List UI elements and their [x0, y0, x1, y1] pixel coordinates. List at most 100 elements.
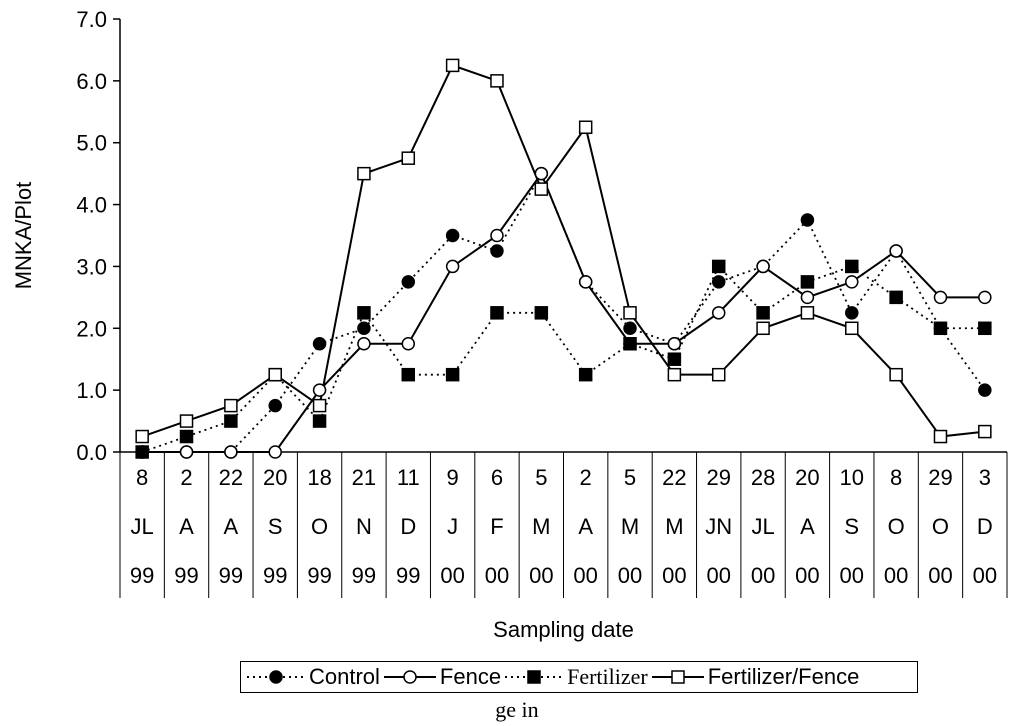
- data-point-fertilizer: [490, 306, 504, 320]
- data-point-control: [490, 244, 504, 258]
- caption: ge in: [495, 697, 539, 722]
- x-tick-label: 99: [307, 563, 331, 588]
- data-point-fertilizer: [179, 429, 194, 444]
- data-point-fertilizer: [756, 306, 770, 320]
- data-point-fence: [756, 259, 770, 274]
- x-tick-label: O: [311, 514, 328, 539]
- data-point-fertilizer: [312, 414, 327, 428]
- y-tick-label: 6.0: [76, 69, 107, 94]
- x-tick-label: A: [179, 514, 194, 539]
- y-tick-label: 2.0: [76, 316, 107, 341]
- data-point-fence: [179, 445, 194, 459]
- legend-swatch-fertilizer: [505, 670, 564, 684]
- data-point-fence: [224, 445, 238, 459]
- series-line-fertilizer-fence: [141, 64, 985, 438]
- legend-item-control: Control: [245, 664, 382, 690]
- x-tick-label: 20: [795, 465, 819, 490]
- x-tick-label: 22: [219, 465, 243, 490]
- x-tick-label: 9: [447, 465, 459, 490]
- data-point-fertilizer-fence: [756, 321, 770, 336]
- data-point-fertilizer: [224, 414, 238, 428]
- legend-item-fertilizer: Fertilizer: [503, 664, 650, 690]
- x-tick-label: O: [932, 514, 949, 539]
- data-point-fence: [667, 337, 682, 351]
- x-tick-label: 21: [352, 465, 376, 490]
- x-tick-label: 00: [706, 563, 730, 588]
- data-point-fertilizer-fence: [357, 166, 371, 181]
- x-tick-label: M: [665, 514, 683, 539]
- data-point-fertilizer-fence: [845, 321, 859, 336]
- x-tick-label: 99: [352, 563, 376, 588]
- y-axis-title: MNKA/Plot: [11, 182, 36, 290]
- x-tick-label: 18: [307, 465, 331, 490]
- x-tick-label: 28: [751, 465, 775, 490]
- x-tick-label: 00: [485, 563, 509, 588]
- data-point-fertilizer: [667, 352, 682, 366]
- legend-swatch-fence: [383, 670, 436, 684]
- data-point-fertilizer: [800, 275, 815, 289]
- data-point-control: [268, 398, 282, 413]
- data-point-fertilizer: [401, 367, 416, 382]
- x-tick-label: S: [268, 514, 283, 539]
- y-tick-label: 5.0: [76, 131, 107, 156]
- data-point-fence: [889, 244, 903, 258]
- x-tick-label: 29: [928, 465, 952, 490]
- x-tick-label: 20: [263, 465, 287, 490]
- x-tick-label: 99: [130, 563, 154, 588]
- data-point-fertilizer: [578, 367, 593, 382]
- legend-label-fertilizer-fence: Fertilizer/Fence: [707, 664, 860, 689]
- x-tick-label: 10: [840, 465, 864, 490]
- data-point-control: [401, 275, 416, 289]
- data-point-fertilizer: [711, 259, 726, 274]
- legend-swatch-fertilizer-fence: [651, 670, 704, 684]
- data-point-fence: [445, 259, 460, 274]
- data-point-fence: [268, 445, 282, 459]
- x-tick-label: S: [844, 514, 859, 539]
- y-tick-label: 3.0: [76, 254, 107, 279]
- data-point-fertilizer-fence: [534, 182, 549, 196]
- data-point-fence: [401, 337, 416, 351]
- data-point-fence: [357, 337, 371, 351]
- x-tick-label: 00: [662, 563, 686, 588]
- data-point-fertilizer: [623, 337, 637, 351]
- data-point-fertilizer: [845, 259, 859, 274]
- data-point-fertilizer: [933, 321, 948, 336]
- x-axis-title: Sampling date: [493, 617, 634, 642]
- legend-label-fence: Fence: [439, 664, 502, 689]
- data-point-fertilizer-fence: [800, 306, 815, 320]
- x-tick-label: 00: [840, 563, 864, 588]
- data-point-fence: [800, 290, 815, 305]
- x-tick-label: A: [800, 514, 815, 539]
- data-point-fence: [845, 275, 859, 289]
- x-tick-label: 2: [580, 465, 592, 490]
- legend-item-fence: Fence: [382, 664, 503, 690]
- data-point-fence: [933, 290, 948, 305]
- x-tick-label: 00: [884, 563, 908, 588]
- data-point-control: [357, 321, 371, 336]
- data-point-fertilizer: [135, 445, 149, 459]
- legend-label-fertilizer: Fertilizer: [567, 664, 648, 689]
- data-point-control: [800, 213, 815, 227]
- chart: 0.0 1.0 2.0 3.0 4.0 5.0 6.0 7.0 MNKA/Plot 8 JL 99 2 A…: [11, 7, 1008, 642]
- x-tick-label: 8: [136, 465, 148, 490]
- data-point-control: [845, 306, 859, 320]
- data-point-fertilizer-fence: [667, 367, 682, 382]
- x-tick-label: N: [356, 514, 372, 539]
- data-point-control: [312, 337, 327, 351]
- legend: Control Fence Fertilizer Fertilizer/Fenc…: [240, 661, 918, 693]
- x-tick-label: D: [977, 514, 993, 539]
- y-tick-label: 1.0: [76, 378, 107, 403]
- data-point-fertilizer-fence: [179, 414, 194, 428]
- x-tick-label: F: [490, 514, 503, 539]
- x-tick-label: 3: [979, 465, 991, 490]
- data-point-fertilizer-fence: [623, 306, 637, 320]
- data-point-control: [711, 275, 726, 289]
- x-tick-label: 5: [624, 465, 636, 490]
- x-tick-label: 6: [491, 465, 503, 490]
- x-tick-label: D: [400, 514, 416, 539]
- x-tick-label: 99: [174, 563, 198, 588]
- x-tick-label: 00: [973, 563, 997, 588]
- x-tick-label: 22: [662, 465, 686, 490]
- data-point-fertilizer: [445, 367, 460, 382]
- series-line-fence: [142, 171, 985, 453]
